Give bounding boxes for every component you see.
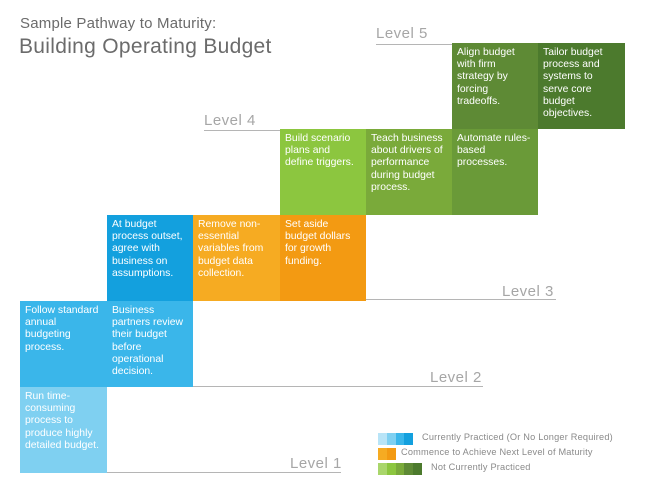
step-cell-7: Build scenario plans and define triggers…	[280, 129, 366, 215]
legend-swatch-orange	[378, 448, 396, 460]
level-3-label: Level 3	[502, 283, 554, 300]
level-5-label: Level 5	[376, 25, 428, 42]
level-4-label: Level 4	[204, 112, 256, 129]
step-cell-2: Follow standard annual budgeting process…	[20, 301, 107, 387]
legend-label-commence: Commence to Achieve Next Level of Maturi…	[401, 447, 593, 457]
step-cell-4: At budget process outset, agree with bus…	[107, 215, 193, 301]
step-cell-9: Automate rules-based processes.	[452, 129, 538, 215]
step-cell-3: Business partners review their budget be…	[107, 301, 193, 387]
step-cell-11: Tailor budget process and systems to ser…	[538, 43, 625, 129]
level-1-label: Level 1	[290, 455, 342, 472]
legend-swatch-green	[378, 463, 422, 475]
step-cell-10: Align budget with firm strategy by forci…	[452, 43, 538, 129]
page-title: Building Operating Budget	[19, 35, 272, 58]
step-cell-6: Set aside budget dollars for growth fund…	[280, 215, 366, 301]
level-4-line	[204, 130, 280, 131]
legend-label-practiced: Currently Practiced (Or No Longer Requir…	[422, 432, 613, 442]
step-cell-8: Teach business about drivers of performa…	[366, 129, 452, 215]
step-cell-5: Remove non-essential variables from budg…	[193, 215, 280, 301]
level-1-line	[107, 472, 341, 473]
legend-swatch-blue	[378, 433, 414, 445]
level-2-line	[193, 386, 483, 387]
step-cell-1: Run time-consuming process to produce hi…	[20, 387, 107, 473]
legend-label-not-practiced: Not Currently Practiced	[431, 462, 531, 472]
level-3-line	[366, 299, 556, 300]
level-5-line	[376, 44, 454, 45]
subtitle: Sample Pathway to Maturity:	[20, 15, 217, 32]
level-2-label: Level 2	[430, 369, 482, 386]
